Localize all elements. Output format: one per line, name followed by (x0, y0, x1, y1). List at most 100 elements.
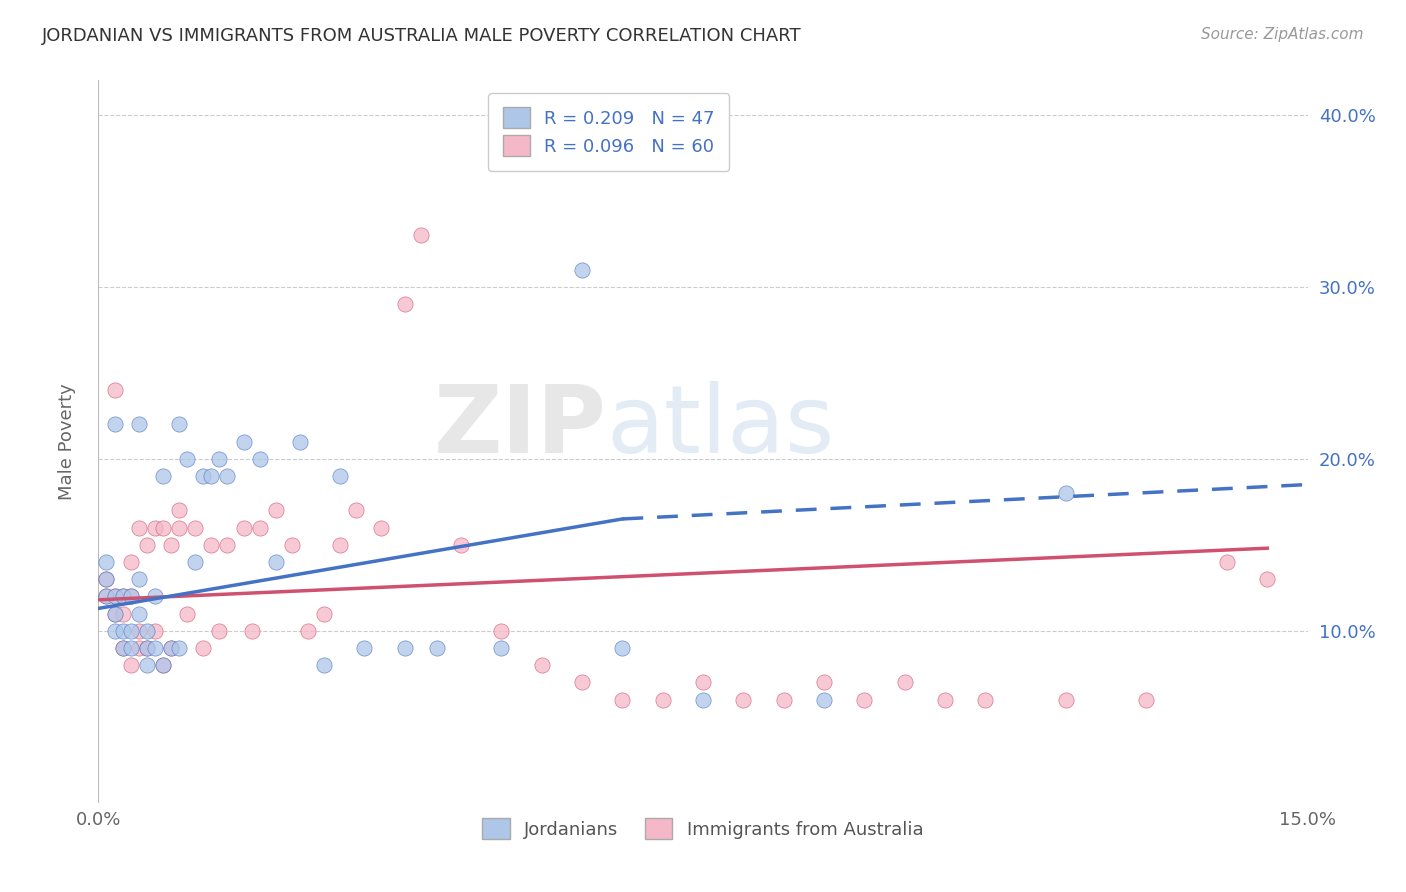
Point (193, 469, 215, 483)
Point (200, 538, 222, 552)
Point (96, 590, 118, 604)
Point (409, 228, 432, 243)
Point (297, 624, 319, 638)
Point (772, 692, 794, 706)
Point (200, 469, 222, 483)
Text: Source: ZipAtlas.com: Source: ZipAtlas.com (1201, 27, 1364, 42)
Point (152, 658, 174, 673)
Point (152, 658, 174, 673)
Point (111, 640, 134, 655)
Point (733, 692, 755, 706)
Point (111, 624, 134, 638)
Point (232, 520, 254, 534)
Point (103, 383, 125, 397)
Point (152, 520, 174, 534)
Point (692, 692, 714, 706)
Point (426, 640, 449, 655)
Point (314, 607, 336, 621)
Point (111, 590, 134, 604)
Point (120, 555, 142, 569)
Point (249, 520, 271, 534)
Point (135, 538, 157, 552)
Point (329, 469, 352, 483)
Point (264, 503, 287, 517)
Point (135, 624, 157, 638)
Point (111, 607, 134, 621)
Point (135, 640, 157, 655)
Point (128, 520, 150, 534)
Text: ZIP: ZIP (433, 381, 606, 473)
Y-axis label: Male Poverty: Male Poverty (58, 384, 76, 500)
Text: atlas: atlas (606, 381, 835, 473)
Point (128, 624, 150, 638)
Point (184, 520, 207, 534)
Point (208, 451, 231, 466)
Point (651, 692, 673, 706)
Point (394, 640, 416, 655)
Point (281, 538, 304, 552)
Point (143, 624, 166, 638)
Point (344, 503, 367, 517)
Point (96, 555, 118, 569)
Point (692, 675, 714, 690)
Point (111, 590, 134, 604)
Point (135, 658, 157, 673)
Point (103, 607, 125, 621)
Point (612, 640, 634, 655)
Point (160, 640, 183, 655)
Point (217, 469, 239, 483)
Point (264, 555, 287, 569)
Point (893, 675, 915, 690)
Point (217, 538, 239, 552)
Point (176, 451, 198, 466)
Point (1135, 692, 1157, 706)
Text: JORDANIAN VS IMMIGRANTS FROM AUSTRALIA MALE POVERTY CORRELATION CHART: JORDANIAN VS IMMIGRANTS FROM AUSTRALIA M… (42, 27, 801, 45)
Point (143, 520, 166, 534)
Point (167, 640, 190, 655)
Point (353, 640, 375, 655)
Point (370, 520, 392, 534)
Point (160, 640, 183, 655)
Point (853, 692, 876, 706)
Point (167, 503, 190, 517)
Point (120, 624, 142, 638)
Point (103, 417, 125, 432)
Point (167, 520, 190, 534)
Point (1216, 555, 1239, 569)
Point (120, 590, 142, 604)
Point (240, 624, 263, 638)
Point (111, 640, 134, 655)
Point (120, 590, 142, 604)
Point (96, 590, 118, 604)
Point (249, 451, 271, 466)
Point (193, 640, 215, 655)
Point (167, 417, 190, 432)
Point (128, 640, 150, 655)
Point (143, 640, 166, 655)
Point (128, 572, 150, 586)
Point (530, 658, 553, 673)
Point (288, 434, 311, 449)
Point (974, 692, 997, 706)
Point (96, 572, 118, 586)
Point (232, 434, 254, 449)
Point (120, 640, 142, 655)
Point (934, 692, 956, 706)
Point (1054, 486, 1077, 500)
Point (120, 658, 142, 673)
Point (491, 624, 513, 638)
Point (1054, 692, 1077, 706)
Point (103, 607, 125, 621)
Point (813, 692, 835, 706)
Point (103, 590, 125, 604)
Point (329, 538, 352, 552)
Point (135, 640, 157, 655)
Point (314, 658, 336, 673)
Point (1256, 572, 1278, 586)
Point (128, 607, 150, 621)
Point (184, 555, 207, 569)
Point (571, 675, 593, 690)
Legend: Jordanians, Immigrants from Australia: Jordanians, Immigrants from Australia (470, 805, 936, 852)
Point (103, 624, 125, 638)
Point (96, 572, 118, 586)
